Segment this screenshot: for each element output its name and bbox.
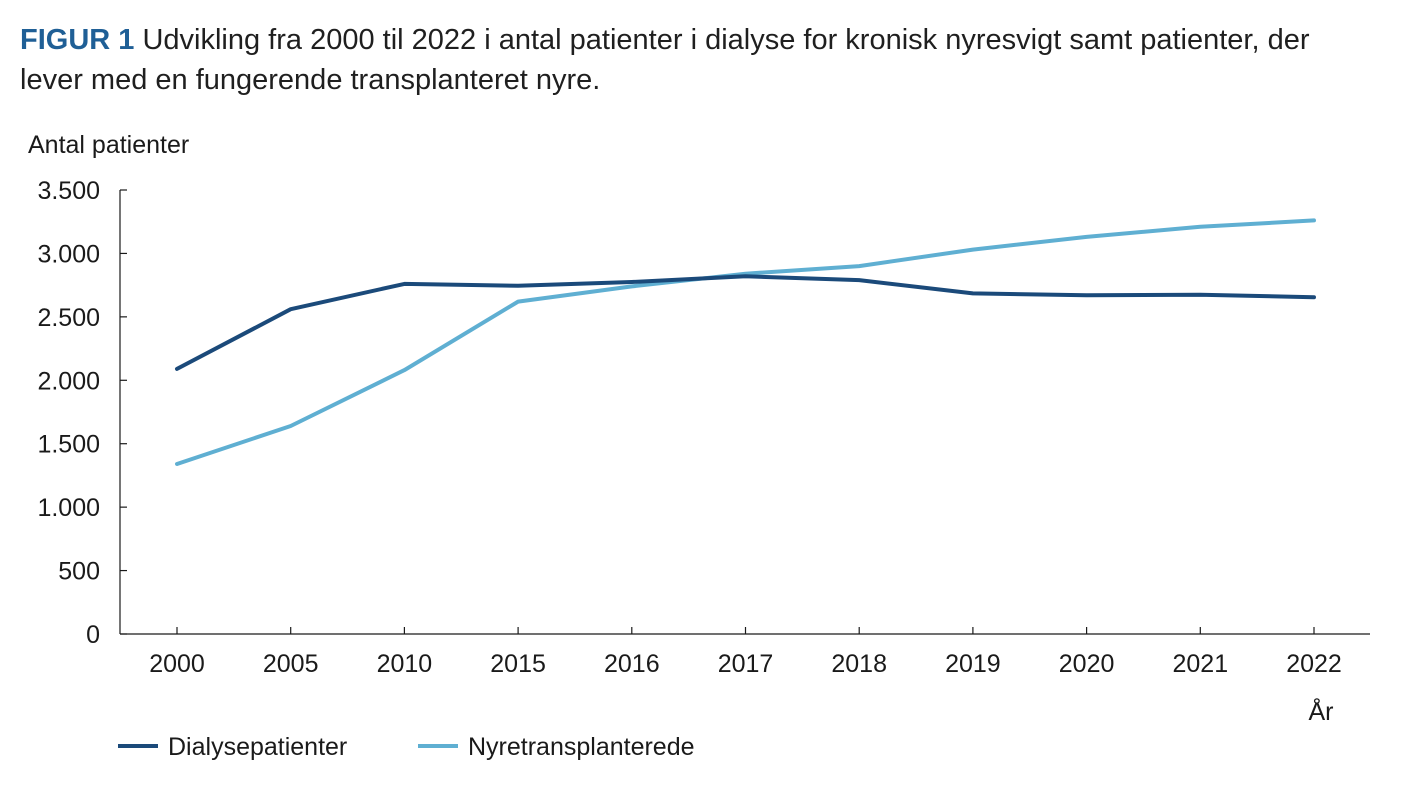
series-line-dialysepatienter	[175, 274, 1316, 371]
x-tick-label: 2018	[831, 650, 887, 678]
legend: Dialysepatienter Nyretransplanterede	[118, 733, 695, 761]
figure-title: FIGUR 1 Udvikling fra 2000 til 2022 i an…	[20, 20, 1360, 100]
series-line-nyretransplanterede	[175, 218, 1316, 466]
y-tick-label: 1.000	[37, 494, 100, 522]
y-tick-label: 1.500	[37, 431, 100, 459]
x-tick-label: 2016	[604, 650, 660, 678]
y-tick-label: 0	[86, 621, 100, 649]
x-tick-label: 2005	[263, 650, 319, 678]
y-tick-label: 500	[58, 558, 100, 586]
x-axis-title: År	[1309, 696, 1334, 726]
x-tick-label: 2019	[945, 650, 1001, 678]
x-tick-label: 2022	[1286, 650, 1342, 678]
y-tick-label: 3.500	[37, 177, 100, 205]
x-tick-label: 2010	[377, 650, 433, 678]
x-tick-label: 2000	[149, 650, 205, 678]
x-tick-label: 2021	[1172, 650, 1228, 678]
figure-title-text: Udvikling fra 2000 til 2022 i antal pati…	[20, 24, 1310, 96]
legend-label: Dialysepatienter	[168, 733, 347, 761]
y-tick-label: 3.000	[37, 240, 100, 268]
y-axis-title: Antal patienter	[28, 131, 189, 159]
series-lines	[175, 218, 1316, 466]
x-axis: 2000 2005 2010 2015 2016 2017 2018 2019 2020 2021…	[120, 627, 1370, 678]
y-axis: 0 500 1.000 1.500 2.000 2.500 3.000 3.500	[37, 177, 127, 649]
y-tick-label: 2.000	[37, 367, 100, 395]
x-tick-label: 2020	[1059, 650, 1115, 678]
legend-label: Nyretransplanterede	[468, 733, 695, 761]
figure-label: FIGUR 1	[20, 24, 135, 56]
x-tick-label: 2015	[490, 650, 546, 678]
y-tick-label: 2.500	[37, 304, 100, 332]
x-tick-label: 2017	[718, 650, 774, 678]
